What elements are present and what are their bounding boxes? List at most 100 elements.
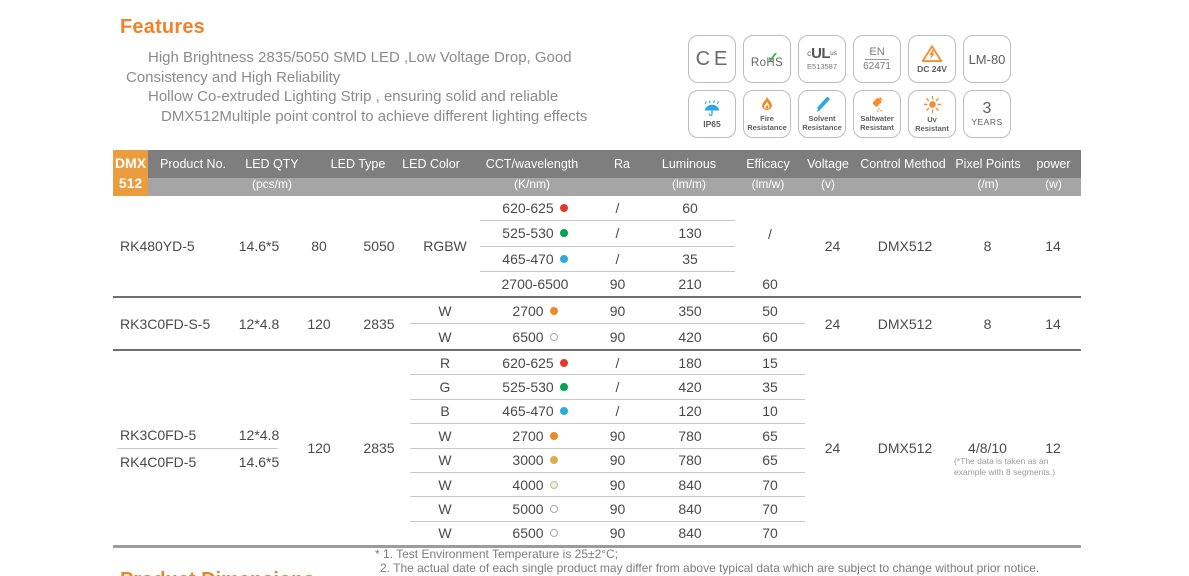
table-row: W 2700 90 780 65	[410, 424, 805, 449]
saltwater-resistant-label: Saltwater Resistant	[860, 114, 894, 132]
table-row-group: RK3C0FD-S-5 12*4.8 120 2835 W 2700 90 35…	[113, 296, 1081, 349]
rohs-label: RoHS	[750, 56, 784, 69]
table-row: W 3000 90 780 65	[410, 449, 805, 473]
header-product-no: Product No.	[160, 157, 227, 171]
badge-ul: c UL us E513587	[798, 35, 846, 83]
feature-line: High Brightness 2835/5050 SMD LED ,Low V…	[148, 49, 572, 66]
product-no: RK3C0FD-5	[120, 426, 197, 443]
badge-dc24v: DC 24V	[908, 35, 956, 83]
header-power: power (w)	[1036, 157, 1071, 191]
header-led-qty: LED QTY (pcs/m)	[245, 157, 299, 191]
badge-en62471: EN 62471	[853, 35, 901, 83]
subrows: RGBW 620-625 / 60 525-530 / 130	[410, 196, 805, 296]
ul-mark-icon: c UL us	[807, 45, 837, 62]
voltage-value: 24	[824, 440, 841, 456]
led-chip-value: 2835	[363, 315, 395, 332]
control-method-value: DMX512	[877, 440, 933, 456]
led-qty-value: 12*4.8	[238, 315, 280, 332]
header-efficacy: Efficacy (lm/w)	[746, 157, 790, 191]
table-row-group: RK480YD-5 14.6*5 80 5050 RGBW 620-625 / …	[113, 196, 1081, 296]
color-dot	[559, 407, 568, 416]
badge-uv-resistant: Uv Resistant	[908, 90, 956, 138]
pixel-points-note: (*The data is taken as an example with 8…	[954, 456, 1056, 477]
ip65-label: IP65	[703, 119, 721, 130]
subrows: R 620-625 / 180 15 G 525-530 / 420 35	[410, 351, 805, 545]
led-type-value: 120	[307, 315, 331, 332]
table-row: G 525-530 / 420 35	[410, 375, 805, 400]
voltage-value: 24	[824, 315, 841, 332]
product-cell: RK3C0FD-5 12*4.8 RK4C0FD-5 14.6*5	[113, 351, 290, 545]
badge-solvent-resistance: Solvent Resistance	[798, 90, 846, 138]
uv-resistant-label: Uv Resistant	[915, 115, 949, 133]
badge-rohs: ✓ RoHS	[743, 35, 791, 83]
table-row: W 6500 90 420 60	[438, 328, 778, 345]
features-text: High Brightness 2835/5050 SMD LED ,Low V…	[120, 48, 680, 126]
table-row-group: RK3C0FD-5 12*4.8 RK4C0FD-5 14.6*5 120 28…	[113, 349, 1081, 545]
feature-line: Hollow Co-extruded Lighting Strip , ensu…	[148, 88, 559, 105]
table-header: DMX 512 Product No. LED QTY (pcs/m) LED …	[113, 150, 1081, 196]
product-no: RK480YD-5	[120, 238, 195, 254]
led-color-span: RGBW	[423, 238, 467, 254]
subrows: W 2700 90 350 50 W 6500 90 420 60	[410, 298, 805, 349]
color-dot	[549, 529, 558, 538]
table-row: B 465-470 / 120 10	[410, 400, 805, 425]
header-cct: CCT/wavelength (K/nm)	[485, 157, 579, 191]
check-icon: ✓	[767, 48, 779, 65]
badge-lm80: LM-80	[963, 35, 1011, 83]
led-qty-value: 12*4.8	[238, 426, 280, 443]
badge-saltwater-resistant: Saltwater Resistant	[853, 90, 901, 138]
led-chip-value: 2835	[363, 440, 395, 456]
control-method-value: DMX512	[877, 315, 933, 332]
en-label: EN	[865, 46, 889, 60]
color-dot	[559, 358, 568, 367]
efficacy-span: /	[768, 225, 772, 242]
dmx512-badge: DMX 512	[113, 150, 148, 196]
color-dot	[559, 229, 568, 238]
feature-line: DMX512Multiple point control to achieve …	[161, 107, 588, 125]
color-dot	[549, 504, 558, 513]
pixel-points-value: 4/8/10	[968, 440, 1007, 456]
color-dot	[559, 383, 568, 392]
table-row: 2700-6500 90 210	[501, 275, 702, 292]
badge-ip65: IP65	[688, 90, 736, 138]
badge-ce: CE	[688, 35, 736, 83]
badge-fire-resistance: Fire Resistance	[743, 90, 791, 138]
table-body: RK480YD-5 14.6*5 80 5050 RGBW 620-625 / …	[113, 196, 1081, 548]
table-row: 525-530 / 130	[480, 221, 735, 247]
power-value: 14	[1045, 238, 1061, 254]
ce-mark-icon: CE	[695, 47, 732, 70]
header-ra: Ra	[614, 157, 630, 171]
flame-icon	[762, 96, 772, 111]
header-control-method: Control Method	[860, 157, 946, 171]
power-value: 12	[1045, 440, 1061, 456]
header-led-color: LED Color	[402, 157, 460, 171]
led-qty-value: 14.6*5	[238, 453, 280, 470]
brush-icon	[815, 97, 829, 112]
warranty-years: 3	[982, 100, 992, 117]
footnote-line: 2. The actual date of each single produc…	[380, 560, 1040, 575]
footnote-line: * 1. Test Environment Temperature is 25±…	[375, 547, 619, 561]
sun-icon	[923, 95, 941, 114]
color-dot	[549, 480, 558, 489]
badge-3-years: 3 YEARS	[963, 90, 1011, 138]
feature-line: Consistency and High Reliability	[126, 68, 341, 86]
umbrella-rain-icon	[704, 100, 720, 117]
header-voltage: Voltage (v)	[807, 157, 849, 191]
table-row: W 4000 90 840 70	[410, 473, 805, 498]
pixel-points-value: 8	[983, 315, 992, 332]
product-no: RK4C0FD-5	[120, 453, 197, 470]
footnotes: * 1. Test Environment Temperature is 25±…	[375, 547, 1040, 575]
salt-shaker-icon	[872, 97, 882, 112]
led-qty-value: 14.6*5	[238, 238, 280, 254]
voltage-value: 24	[824, 238, 841, 254]
warning-triangle-icon	[921, 45, 943, 63]
header-luminous: Luminous (lm/m)	[661, 157, 717, 191]
section-heading-partial: Product Dimensions	[120, 569, 314, 576]
efficacy-value: 60	[762, 275, 778, 292]
control-method-value: DMX512	[877, 238, 933, 254]
lm80-label: LM-80	[968, 51, 1006, 67]
solvent-resistance-label: Solvent Resistance	[802, 114, 842, 132]
fire-resistance-label: Fire Resistance	[747, 114, 787, 132]
product-cell: RK480YD-5 14.6*5	[113, 196, 290, 296]
